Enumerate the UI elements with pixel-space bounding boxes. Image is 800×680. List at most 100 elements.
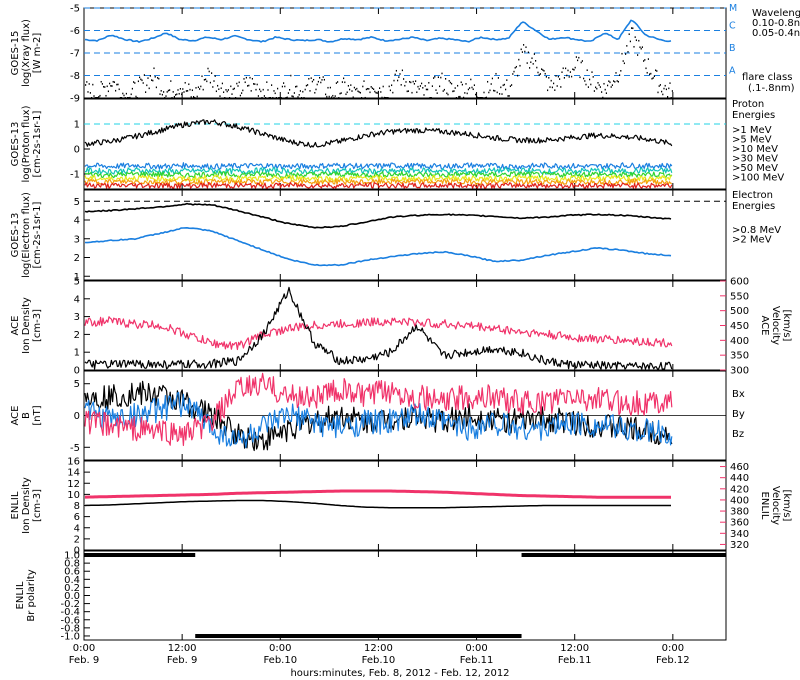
legend-entry: >1 MeV (732, 125, 772, 136)
x-tick-time: 12:00 (560, 643, 589, 654)
y-tick-label: 0 (74, 411, 80, 422)
y-tick-label: -0.8 (60, 623, 80, 634)
right-axis-label: ACE (759, 316, 770, 336)
right-axis-label: ENLIL (759, 492, 770, 520)
y-tick-label: 0.4 (64, 575, 80, 586)
right-tick-label: 450 (730, 321, 749, 332)
y-tick-label: 3 (74, 312, 80, 323)
y-axis-label: Ion Density (21, 297, 32, 354)
right-tick-label: 440 (730, 473, 749, 484)
right-tick-label: 400 (730, 495, 749, 506)
right-tick-label: 320 (730, 540, 749, 551)
y-axis-label: ENLIL (15, 581, 26, 609)
x-tick-date: Feb. 9 (69, 655, 99, 666)
y-tick-label: 5 (74, 379, 80, 390)
panel-goes13-proton: -1 0 1 GOES-13 log(Proton flux) [cm-2s-1sr-1]… (10, 98, 784, 190)
y-tick-label: 6 (74, 512, 80, 523)
panel-frame (83, 280, 727, 371)
panel-frame (83, 189, 727, 281)
right-axis-label: Velocity (770, 306, 781, 345)
series-black-0 (84, 119, 673, 148)
series-orange-5 (84, 178, 672, 186)
x-tick-time: 0:00 (662, 643, 684, 654)
right-tick-label: 600 (730, 277, 749, 288)
legend-entry: >50 MeV (732, 163, 778, 174)
y-tick-label: -1.0 (60, 631, 80, 642)
y-tick-label: 0.2 (64, 583, 80, 594)
y-axis-label: [cm-2s-1sr-1] (32, 201, 43, 268)
y-axis-label: [cm-3] (32, 489, 43, 522)
x-tick-date: Feb.12 (656, 655, 690, 666)
y-tick-label: 0.0 (64, 591, 80, 602)
panel-frame (83, 550, 727, 641)
right-axis-label: Velocity (770, 486, 781, 525)
x-tick-time: 0:00 (73, 643, 95, 654)
series-teal-2 (85, 167, 673, 175)
legend-entry: >0.8 MeV (732, 225, 781, 236)
legend-entry: By (732, 409, 745, 420)
y-tick-label: 10 (67, 490, 80, 501)
y-tick-label: 3 (74, 234, 80, 245)
y-axis-label: [cm-3] (32, 309, 43, 342)
y-tick-label: 1 (74, 272, 80, 283)
y-axis-label: [cm-2s-1sr-1] (32, 110, 43, 177)
series-black-1 (84, 499, 671, 509)
x-tick-time: 0:00 (465, 643, 487, 654)
panel-goes13-electron: 1 2 3 4 5 GOES-13 log(Electron flux) [cm-2s-1sr… (10, 189, 781, 283)
series-yellow-4 (84, 174, 672, 183)
y-tick-label: 2 (74, 534, 80, 545)
x-tick-date: Feb. 9 (167, 655, 197, 666)
y-tick-label: -7 (70, 49, 80, 60)
y-tick-label: 4 (74, 294, 80, 305)
legend: Wavelength0.10-0.8nm0.05-0.4nm flare clas… (742, 8, 800, 94)
y-tick-label: 14 (67, 468, 80, 479)
y-tick-label: -6 (70, 26, 80, 37)
y-tick-label: 16 (67, 457, 80, 468)
series-black-1 (85, 27, 673, 99)
right-tick-label: 380 (730, 507, 749, 518)
y-tick-label: 5 (74, 277, 80, 288)
y-axis-label: GOES-15 (10, 31, 21, 76)
y-tick-label: 1.0 (64, 551, 80, 562)
y-axis-label: GOES-13 (10, 122, 21, 167)
legend-title: Wavelength (752, 8, 800, 19)
legend-title: Proton (732, 99, 764, 110)
y-tick-label: -1 (70, 170, 80, 181)
y-axis-label: GOES-13 (10, 213, 21, 258)
series-pink-0 (84, 316, 673, 351)
series-black-0 (84, 202, 672, 229)
y-tick-label: 5 (74, 197, 80, 208)
panel-enlil-polarity: -1.0-0.8-0.6-0.4-0.20.00.20.40.60.81.0 EN… (15, 550, 727, 642)
x-tick-time: 12:00 (168, 643, 197, 654)
y-tick-label: -5 (70, 443, 80, 454)
series-blue-1 (84, 391, 673, 449)
right-tick-label: 300 (730, 366, 749, 377)
series-group (84, 489, 671, 509)
series-pink-0 (85, 489, 671, 499)
right-tick-label: 550 (730, 291, 749, 302)
series-blue-1 (84, 227, 672, 267)
legend-entry: >10 MeV (732, 144, 778, 155)
y-tick-label: 4 (74, 216, 80, 227)
right-tick-label: 420 (730, 484, 749, 495)
legend-entry: 0.05-0.4nm (752, 28, 800, 39)
y-axis-label: log(Electron flux) (21, 192, 32, 278)
y-tick-label: 4 (74, 523, 80, 534)
flare-class-label: C (729, 21, 736, 32)
series-group (84, 202, 672, 267)
y-axis-label: ACE (10, 406, 21, 426)
series-group (84, 19, 673, 99)
legend-entry: >5 MeV (732, 135, 772, 146)
x-tick-date: Feb.10 (362, 655, 396, 666)
y-tick-label: 1 (74, 120, 80, 131)
y-tick-label: 8 (74, 501, 80, 512)
y-axis-label: log(Xray flux) (21, 19, 32, 87)
y-axis-label: B (21, 412, 32, 419)
right-axis-label: [km/s] (781, 310, 792, 342)
legend-entry: >100 MeV (732, 173, 784, 184)
series-red-6 (84, 181, 673, 189)
right-axis-label: [km/s] (781, 490, 792, 522)
y-tick-label: 2 (74, 330, 80, 341)
